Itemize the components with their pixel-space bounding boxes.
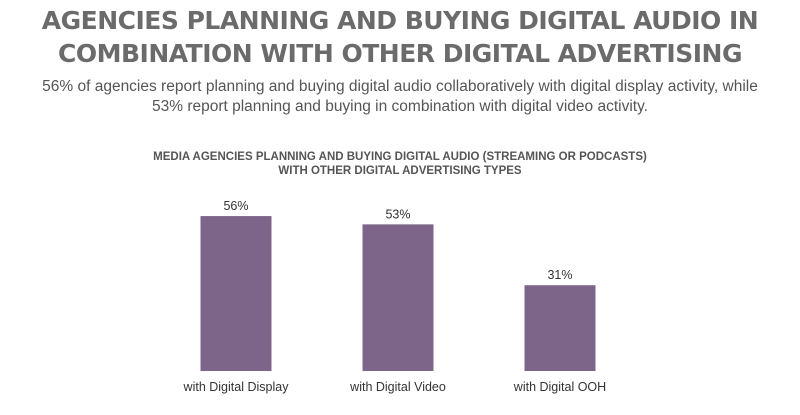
page-subtitle-line-2: 53% report planning and buying in combin… <box>151 98 648 115</box>
x-tick-label-1: with Digital Display <box>183 380 290 394</box>
bar-3 <box>524 285 596 371</box>
data-label-3: 31% <box>547 268 572 282</box>
data-label-2: 53% <box>385 207 410 221</box>
data-label-1: 56% <box>223 199 248 213</box>
chart-title-line-2: WITH OTHER DIGITAL ADVERTISING TYPES <box>278 165 522 177</box>
x-tick-label-2: with Digital Video <box>349 380 446 394</box>
bar-chart: 56% with Digital Display 53% with Digital V… <box>183 199 607 394</box>
page-title: AGENCIES PLANNING AND BUYING DIGITAL AUD… <box>0 4 800 70</box>
chart-title: MEDIA AGENCIES PLANNING AND BUYING DIGIT… <box>0 150 800 178</box>
page-subtitle: 56% of agencies report planning and buyi… <box>0 77 800 117</box>
page-subtitle-line-1: 56% of agencies report planning and buyi… <box>42 78 758 95</box>
page-title-line-2: COMBINATION WITH OTHER DIGITAL ADVERTISI… <box>58 39 742 68</box>
x-tick-label-3: with Digital OOH <box>513 380 606 394</box>
bar-1 <box>200 216 272 371</box>
chart-title-line-1: MEDIA AGENCIES PLANNING AND BUYING DIGIT… <box>153 151 647 163</box>
page-title-line-1: AGENCIES PLANNING AND BUYING DIGITAL AUD… <box>41 6 759 35</box>
bar-2 <box>362 224 434 371</box>
